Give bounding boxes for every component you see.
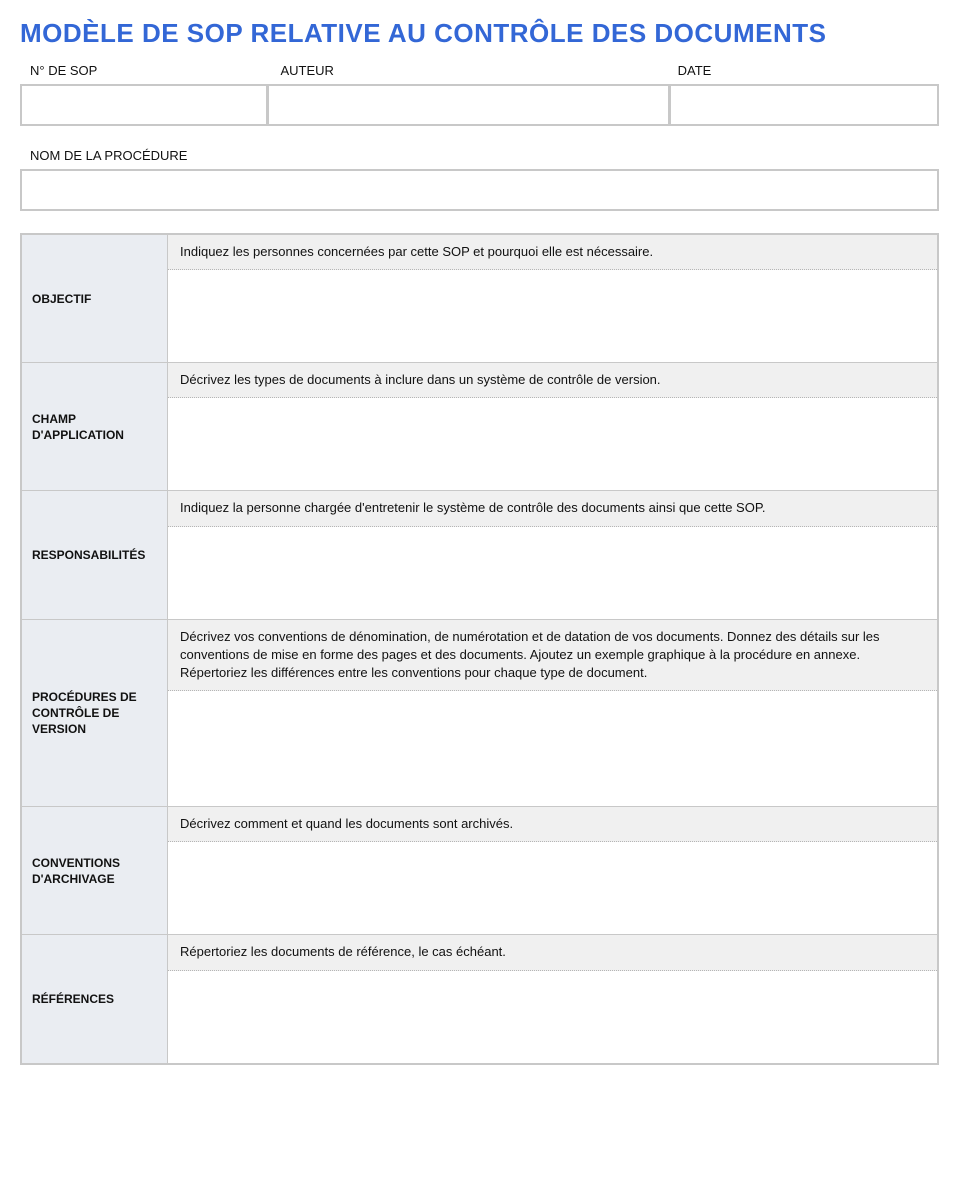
section-references: RÉFÉRENCES Répertoriez les documents de … xyxy=(22,935,937,1062)
section-objectif-label: OBJECTIF xyxy=(22,235,168,362)
sop-no-input[interactable] xyxy=(20,84,267,126)
header-input-row xyxy=(20,84,939,126)
section-responsabilites-fill[interactable] xyxy=(168,527,937,619)
section-archivage-desc: Décrivez comment et quand les documents … xyxy=(168,807,937,842)
section-references-fill[interactable] xyxy=(168,971,937,1063)
section-responsabilites-desc: Indiquez la personne chargée d'entreteni… xyxy=(168,491,937,526)
auteur-input[interactable] xyxy=(267,84,669,126)
section-champ-body: Décrivez les types de documents à inclur… xyxy=(168,363,937,490)
section-champ-fill[interactable] xyxy=(168,398,937,490)
header-label-row: N° DE SOP AUTEUR DATE xyxy=(20,59,939,84)
section-champ-label: CHAMP D'APPLICATION xyxy=(22,363,168,490)
date-label: DATE xyxy=(668,59,939,84)
section-archivage-body: Décrivez comment et quand les documents … xyxy=(168,807,937,934)
section-procedures: PROCÉDURES DE CONTRÔLE DE VERSION Décriv… xyxy=(22,620,937,808)
page-title: MODÈLE DE SOP RELATIVE AU CONTRÔLE DES D… xyxy=(20,18,939,49)
section-objectif-fill[interactable] xyxy=(168,270,937,362)
section-references-label: RÉFÉRENCES xyxy=(22,935,168,1062)
section-archivage: CONVENTIONS D'ARCHIVAGE Décrivez comment… xyxy=(22,807,937,935)
section-references-body: Répertoriez les documents de référence, … xyxy=(168,935,937,1062)
section-responsabilites: RESPONSABILITÉS Indiquez la personne cha… xyxy=(22,491,937,619)
section-objectif: OBJECTIF Indiquez les personnes concerné… xyxy=(22,235,937,363)
section-procedures-desc: Décrivez vos conventions de dénomination… xyxy=(168,620,937,692)
section-procedures-body: Décrivez vos conventions de dénomination… xyxy=(168,620,937,807)
section-archivage-label: CONVENTIONS D'ARCHIVAGE xyxy=(22,807,168,934)
sections-table: OBJECTIF Indiquez les personnes concerné… xyxy=(20,233,939,1065)
sop-no-label: N° DE SOP xyxy=(20,59,270,84)
section-champ-desc: Décrivez les types de documents à inclur… xyxy=(168,363,937,398)
auteur-label: AUTEUR xyxy=(270,59,667,84)
section-responsabilites-body: Indiquez la personne chargée d'entreteni… xyxy=(168,491,937,618)
section-objectif-desc: Indiquez les personnes concernées par ce… xyxy=(168,235,937,270)
section-archivage-fill[interactable] xyxy=(168,842,937,934)
date-input[interactable] xyxy=(669,84,939,126)
procedure-name-input[interactable] xyxy=(20,169,939,211)
section-champ: CHAMP D'APPLICATION Décrivez les types d… xyxy=(22,363,937,491)
section-procedures-label: PROCÉDURES DE CONTRÔLE DE VERSION xyxy=(22,620,168,807)
procedure-name-label: NOM DE LA PROCÉDURE xyxy=(20,144,939,169)
section-references-desc: Répertoriez les documents de référence, … xyxy=(168,935,937,970)
section-procedures-fill[interactable] xyxy=(168,691,937,806)
section-responsabilites-label: RESPONSABILITÉS xyxy=(22,491,168,618)
section-objectif-body: Indiquez les personnes concernées par ce… xyxy=(168,235,937,362)
